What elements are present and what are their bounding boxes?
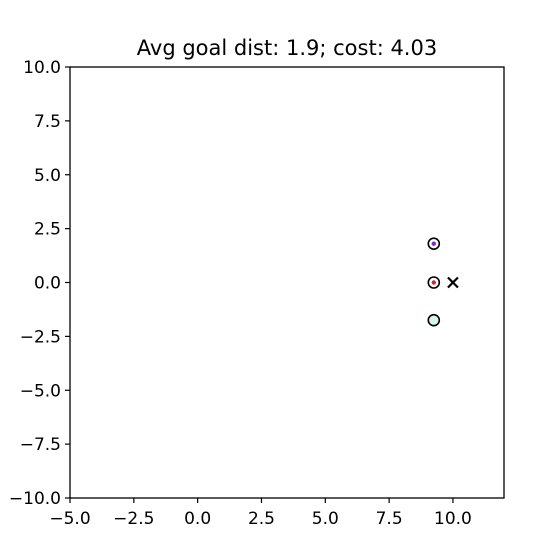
y-tick-label: −7.5 xyxy=(20,435,61,455)
goal-x-marker xyxy=(447,276,459,289)
x-tick-label: −2.5 xyxy=(113,509,154,529)
x-tick-label: −5.0 xyxy=(49,509,90,529)
agent-marker-dot xyxy=(431,241,436,246)
chart-title: Avg goal dist: 1.9; cost: 4.03 xyxy=(137,36,437,60)
plot-frame xyxy=(69,66,505,499)
x-tick-label: 10.0 xyxy=(434,509,472,529)
x-tick-label: 5.0 xyxy=(312,509,339,529)
y-tick-label: 2.5 xyxy=(34,220,61,240)
x-tick-label: 2.5 xyxy=(248,509,275,529)
y-tick-label: −2.5 xyxy=(20,327,61,347)
y-tick-label: 5.0 xyxy=(34,166,61,186)
y-tick-label: 10.0 xyxy=(23,58,61,78)
y-tick-label: −10.0 xyxy=(9,489,61,509)
x-tick-label: 0.0 xyxy=(184,509,211,529)
agent-marker xyxy=(427,313,441,327)
y-tick-label: 7.5 xyxy=(34,112,61,132)
y-axis: −10.0 −7.5 −5.0 −2.5 0.0 2.5 5.0 7.5 10.0 xyxy=(9,58,70,509)
x-tick-label: 7.5 xyxy=(376,509,403,529)
y-tick-label: −5.0 xyxy=(20,381,61,401)
data-marks xyxy=(427,237,459,327)
x-axis: −5.0 −2.5 0.0 2.5 5.0 7.5 10.0 xyxy=(49,498,472,529)
agent-marker-dot xyxy=(431,280,436,285)
y-tick-label: 0.0 xyxy=(34,274,61,294)
